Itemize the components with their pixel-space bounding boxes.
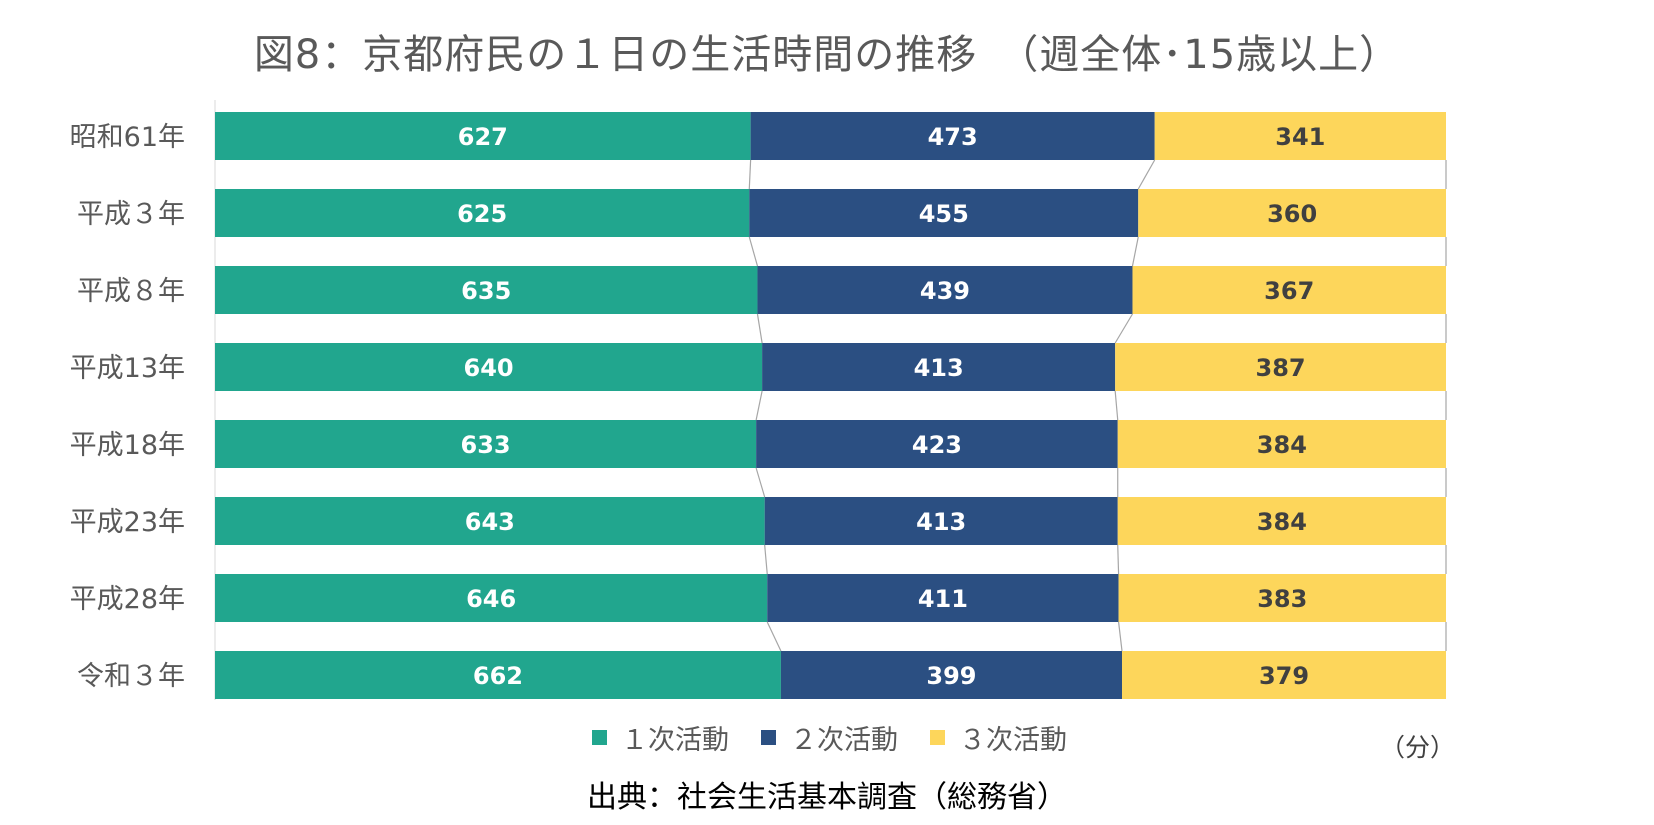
legend-swatch-primary [592,730,607,745]
data-label: 473 [928,123,978,151]
data-label: 625 [457,200,507,228]
stacked-bar-chart: 627 473 341 昭和61年 625 455 360 平成３年 635 439 367 平成８年… [70,100,1447,700]
series-line [748,236,759,267]
bar-segment [215,497,765,545]
data-label: 360 [1267,200,1317,228]
legend-item-primary: １次活動 [592,718,729,757]
category-tick-label: 令和３年 [77,661,185,692]
bar-segment [215,651,781,699]
data-label: 383 [1257,585,1307,613]
data-label: 633 [461,431,511,459]
category-tick-label: 平成28年 [70,584,185,615]
bar-segment [780,651,1123,699]
series-line [748,159,752,190]
bar-segment [1118,574,1446,622]
data-label: 662 [473,662,523,690]
legend-label-primary: １次活動 [621,725,729,756]
bar-segment [762,343,1116,391]
series-line [1131,236,1139,267]
legend-item-tertiary: ３次活動 [930,718,1067,757]
data-label: 413 [916,508,966,536]
bar-segment [1117,497,1446,545]
data-label: 627 [458,123,508,151]
bar-segment [757,266,1133,314]
bar-segment [215,112,751,160]
data-label: 399 [926,662,976,690]
data-label: 646 [466,585,516,613]
data-label: 413 [914,354,964,382]
category-tick-label: 昭和61年 [70,122,185,153]
category-tick-label: 平成13年 [70,353,185,384]
series-line [1117,544,1120,575]
series-line [1114,390,1119,421]
data-label: 643 [465,508,515,536]
data-label: 367 [1264,277,1314,305]
chart-legend: １次活動 ２次活動 ３次活動 [592,718,1067,757]
data-label: 384 [1257,431,1307,459]
series-line [764,544,768,575]
series-line [1117,621,1123,652]
data-label: 635 [461,277,511,305]
bar-segment [767,574,1119,622]
data-label: 439 [920,277,970,305]
legend-label-tertiary: ３次活動 [959,725,1067,756]
bar-segment [215,420,757,468]
bar-segment [1115,343,1446,391]
category-tick-label: 平成18年 [70,430,185,461]
data-label: 423 [912,431,962,459]
bar-segment [749,189,1139,237]
bar-segment [756,420,1118,468]
bar-segment [1132,266,1446,314]
legend-swatch-secondary [761,730,776,745]
legend-item-secondary: ２次活動 [761,718,898,757]
category-tick-label: 平成23年 [70,507,185,538]
unit-label: （分） [1380,733,1456,762]
bar-segment [1122,651,1446,699]
data-label: 384 [1257,508,1307,536]
data-label: 387 [1256,354,1306,382]
source-note: 出典：社会生活基本調査（総務省） [587,780,1067,815]
data-label: 411 [918,585,968,613]
category-tick-label: 平成８年 [77,276,185,307]
bar-segment [215,574,768,622]
data-label: 455 [919,200,969,228]
bar-segment [1154,112,1446,160]
series-line [755,467,766,498]
series-line [1114,313,1133,344]
bar-segment [1117,420,1446,468]
series-line [1137,159,1156,190]
legend-label-secondary: ２次活動 [790,725,898,756]
data-label: 341 [1275,123,1325,151]
chart-title: 図8：京都府民の１日の生活時間の推移 （週全体･15歳以上） [253,32,1401,78]
bar-segment [215,266,758,314]
category-tick-label: 平成３年 [77,199,185,230]
bar-segment [1138,189,1446,237]
legend-swatch-tertiary [930,730,945,745]
data-label: 379 [1259,662,1309,690]
series-line [766,621,782,652]
data-label: 640 [464,354,514,382]
series-line [756,313,763,344]
series-line [755,390,763,421]
bar-segment [764,497,1118,545]
bar-segment [215,343,763,391]
bar-segment [750,112,1155,160]
bar-segment [215,189,750,237]
